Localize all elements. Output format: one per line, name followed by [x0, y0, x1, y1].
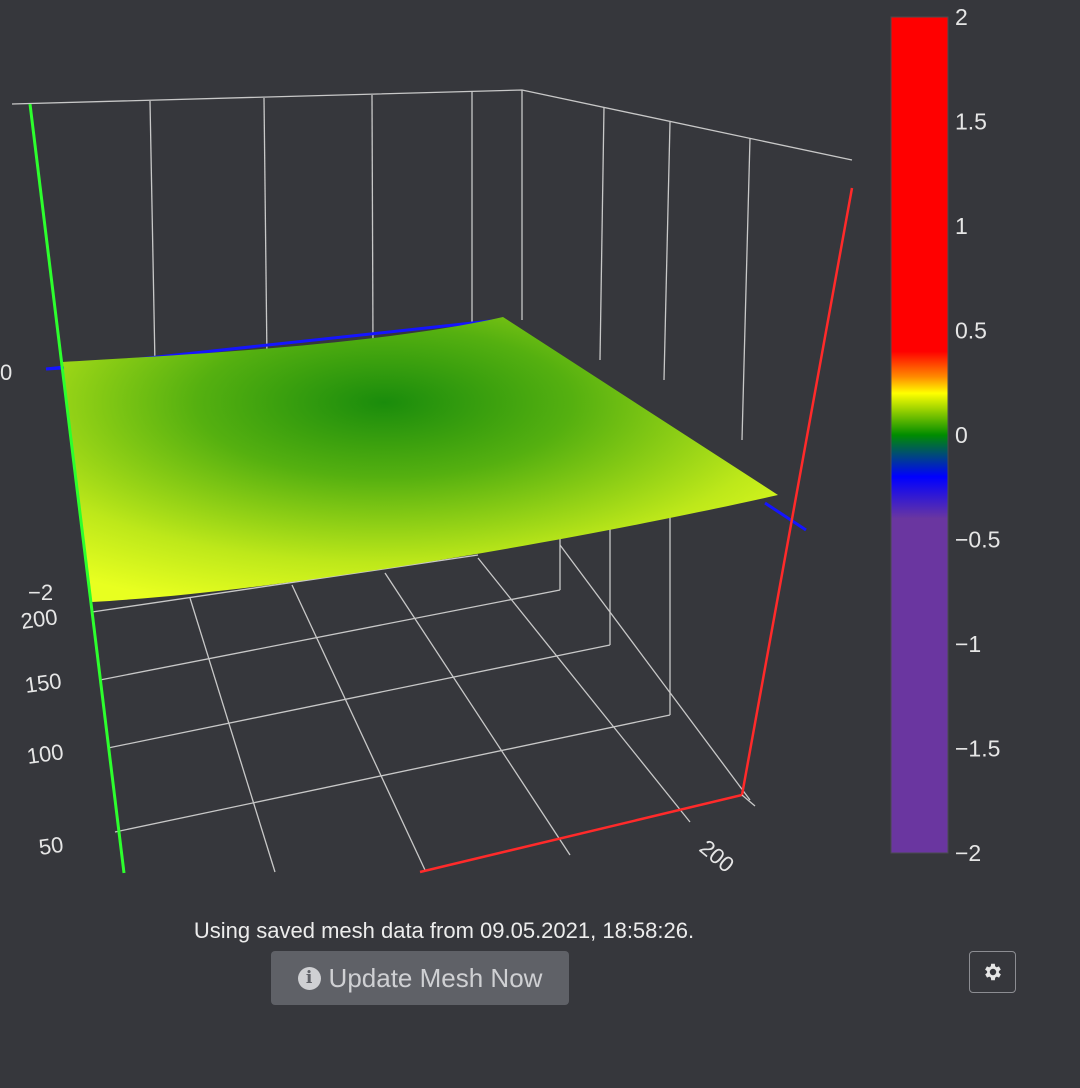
y-tick-label: 100 [25, 739, 65, 769]
colorbar [890, 16, 949, 854]
z-tick-label: 0 [0, 360, 12, 385]
colorbar-tick-label: −1.5 [955, 736, 1000, 762]
colorbar-tick-label: −0.5 [955, 527, 1000, 553]
colorbar-tick-label: 0.5 [955, 318, 987, 344]
z-axis-line-front [764, 501, 807, 532]
update-mesh-button[interactable]: i Update Mesh Now [271, 951, 569, 1005]
mesh-surface[interactable] [62, 317, 778, 602]
colorbar-tick-label: 1.5 [955, 109, 987, 135]
z-tick-label: −2 [28, 580, 53, 605]
mesh-status-text: Using saved mesh data from 09.05.2021, 1… [193, 918, 695, 943]
colorbar-tick-label: 1 [955, 213, 968, 239]
colorbar-tick-label: 2 [955, 4, 968, 30]
y-tick-label: 50 [37, 832, 65, 860]
mesh-3d-plot[interactable]: 0 −2 200 150 100 50 200 2 1.5 1 0.5 0 −0.5 −1 −… [0, 0, 1080, 900]
y-tick-label: 150 [23, 668, 63, 698]
colorbar-tick-label: 0 [955, 422, 968, 448]
colorbar-tick-label: −2 [955, 840, 981, 866]
y-axis-line [28, 103, 126, 874]
floor-grid [91, 430, 751, 873]
settings-button[interactable] [969, 951, 1016, 993]
update-mesh-label: Update Mesh Now [328, 962, 543, 993]
y-tick-label: 200 [19, 604, 59, 634]
back-wall-grid [11, 89, 853, 441]
gear-icon [984, 963, 1001, 981]
colorbar-tick-label: −1 [955, 631, 981, 657]
x-tick-label: 200 [695, 835, 739, 878]
info-icon: i [297, 966, 321, 990]
colorbar-ticks: 2 1.5 1 0.5 0 −0.5 −1 −1.5 −2 [955, 4, 1000, 866]
x-axis-tick-mark [741, 794, 756, 807]
